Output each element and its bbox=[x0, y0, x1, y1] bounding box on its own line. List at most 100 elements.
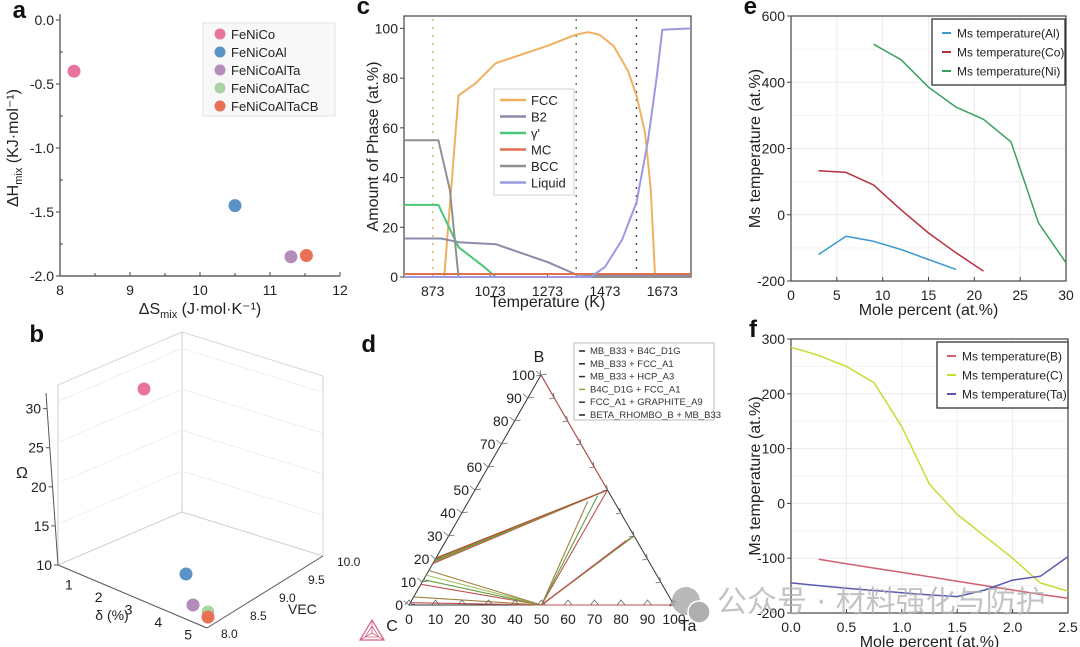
y-tick-label: 0 bbox=[390, 269, 398, 285]
x-tick-label: 11 bbox=[263, 282, 278, 298]
tick-mark bbox=[590, 599, 599, 606]
y-tick-label: -1.5 bbox=[30, 204, 54, 220]
series-line-B2 bbox=[404, 237, 691, 277]
y-tick-label: 20 bbox=[382, 219, 398, 235]
legend-label: B2 bbox=[531, 110, 547, 125]
legend-label: FCC bbox=[531, 93, 558, 108]
wechat-bubble-small bbox=[687, 600, 711, 624]
x-tick-label: 5 bbox=[833, 287, 841, 303]
wall-grid bbox=[57, 388, 183, 443]
y-title-main: ΔH bbox=[5, 185, 22, 207]
x-tick-label: 2.5 bbox=[1058, 619, 1078, 635]
x-tick-label: 0.5 bbox=[837, 619, 857, 635]
tick-mark bbox=[443, 531, 455, 537]
corner-label-right: Ta bbox=[680, 618, 697, 635]
wall-grid bbox=[181, 347, 324, 393]
tick-mark bbox=[509, 416, 521, 422]
left-tick-label: 60 bbox=[467, 459, 483, 475]
tick-mark bbox=[404, 599, 414, 606]
x-tick-label: 8 bbox=[56, 282, 64, 298]
x-tick-label: 12 bbox=[332, 282, 348, 298]
legend-label: MB_B33 + HCP_A3 bbox=[590, 372, 674, 383]
tick-mark bbox=[602, 484, 608, 492]
x-tick-label: 1 bbox=[65, 576, 73, 592]
data-point-fenicoal bbox=[179, 567, 193, 581]
tick-mark bbox=[642, 553, 648, 561]
x-tick-label: 3 bbox=[125, 602, 133, 618]
tie-line bbox=[420, 583, 542, 606]
left-tick-label: 70 bbox=[480, 436, 496, 452]
data-point-fenicoalta bbox=[284, 250, 298, 264]
legend-box bbox=[936, 341, 1069, 409]
left-tick-label: 30 bbox=[427, 528, 443, 544]
panel-label: a bbox=[13, 0, 27, 24]
wall-grid bbox=[57, 347, 183, 402]
tick-mark bbox=[469, 485, 482, 491]
wall-grid bbox=[57, 470, 183, 525]
y-title-unit: (KJ·mol⁻¹) bbox=[5, 89, 22, 168]
watermark: 公众号 · 材料强化与防护 bbox=[672, 585, 1046, 624]
series-line-mstemperaturec bbox=[790, 346, 1069, 592]
y-tick-label: 0.0 bbox=[35, 12, 55, 28]
data-point-fenico bbox=[67, 64, 81, 78]
wall-grid bbox=[57, 429, 183, 484]
x-tick-label: 10 bbox=[192, 282, 208, 298]
tick-mark bbox=[456, 508, 468, 514]
panel-label: b bbox=[29, 321, 44, 348]
tick-mark bbox=[629, 530, 635, 538]
tick-mark bbox=[522, 393, 534, 399]
x-axis-title: δ (%) bbox=[95, 607, 128, 623]
legend-label: FeNiCoAlTa bbox=[231, 63, 301, 78]
y-tick-label: -0.5 bbox=[30, 76, 54, 92]
bottom-tick-label: 10 bbox=[428, 611, 444, 627]
tick-mark bbox=[535, 370, 548, 376]
x-axis-line bbox=[57, 564, 208, 629]
y-tick-label: -2.0 bbox=[30, 268, 54, 284]
z-tick-label: 30 bbox=[26, 401, 42, 417]
x-axis-title: Temperature (K) bbox=[490, 294, 606, 311]
data-point-fenicoaltacb bbox=[201, 610, 215, 624]
wall-grid bbox=[181, 429, 324, 475]
tick-mark bbox=[431, 599, 440, 606]
wall-grid bbox=[181, 388, 324, 434]
left-tick-label: 80 bbox=[493, 413, 509, 429]
x-axis-title: Mole percent (at.%) bbox=[860, 634, 1000, 647]
bottom-tick-label: 80 bbox=[613, 611, 629, 627]
tick-mark bbox=[457, 599, 467, 606]
x-tick-label: 1673 bbox=[647, 283, 678, 299]
y-tick-label: 600 bbox=[762, 8, 786, 24]
y-tick-label: 40 bbox=[382, 170, 398, 186]
x-tick-label: 0 bbox=[787, 287, 795, 303]
tick-mark bbox=[615, 507, 622, 515]
legend-marker bbox=[214, 100, 226, 112]
y-tick-label: 0 bbox=[777, 207, 785, 223]
legend: MB_B33 + B4C_D1G MB_B33 + FCC_A1 MB_B33 + … bbox=[573, 342, 721, 421]
x-tick-label: 4 bbox=[154, 614, 162, 630]
box-edge-top-left bbox=[57, 331, 183, 386]
legend-label: γ' bbox=[531, 126, 540, 141]
tie-line bbox=[423, 579, 542, 606]
y-tick-label: 0 bbox=[777, 495, 785, 511]
series-line-mstemperatureco bbox=[818, 169, 984, 272]
legend-label: FeNiCoAlTaCB bbox=[231, 99, 318, 114]
x-tick-label: 1.0 bbox=[892, 619, 912, 635]
panel-a: 8 9 10 11 120.0-0.5-1.0-1.5-2.0aFeNiCoFeNiCo… bbox=[5, 0, 348, 321]
legend-label: FeNiCoAl bbox=[231, 45, 287, 60]
y-tick-label: 400 bbox=[762, 74, 786, 90]
tie-line bbox=[541, 489, 608, 606]
x-tick-label: 1073 bbox=[475, 283, 506, 299]
z-axis-title: Ω bbox=[16, 465, 28, 482]
z-tick-label: 15 bbox=[34, 518, 50, 534]
series-line-mstemperatureni bbox=[873, 43, 1067, 264]
tick-mark bbox=[575, 438, 582, 446]
series-line-mstemperatureal bbox=[818, 235, 957, 271]
legend-label: FeNiCo bbox=[231, 27, 275, 42]
panel-label: f bbox=[749, 316, 758, 343]
x-tick-label: 2 bbox=[95, 589, 103, 605]
y-tick-label: -200 bbox=[757, 605, 785, 621]
left-tick-label: 10 bbox=[401, 574, 417, 590]
logo-inner bbox=[359, 620, 385, 641]
left-tick-label: 40 bbox=[440, 505, 456, 521]
